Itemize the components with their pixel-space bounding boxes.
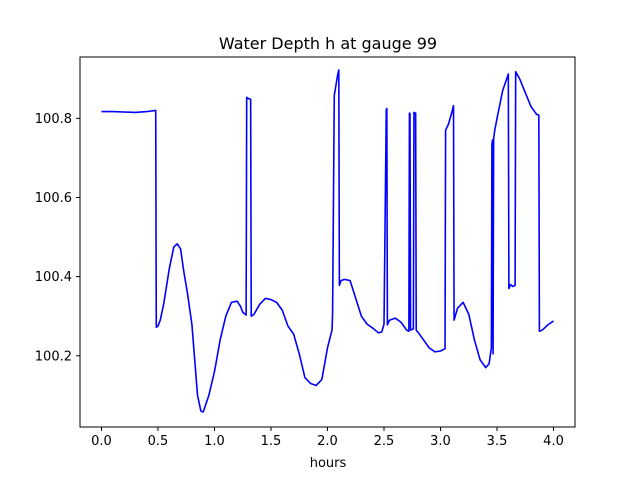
x-axis-label: hours: [310, 456, 347, 471]
x-tick-label: 1.5: [261, 434, 282, 449]
series-line-0: [101, 69, 554, 413]
y-tick-label: 100.4: [35, 270, 72, 285]
x-tick-label: 3.5: [487, 434, 508, 449]
x-axis: 0.0 0.5 1.0 1.5 2.0 2.5 3.0 3.5 4.0: [91, 427, 564, 449]
plot-area: [101, 69, 554, 413]
x-tick-label: 3.0: [430, 434, 451, 449]
y-tick-label: 100.8: [35, 112, 72, 127]
x-tick-label: 0.5: [148, 434, 169, 449]
y-tick-label: 100.2: [35, 349, 72, 364]
x-tick-label: 4.0: [543, 434, 564, 449]
y-tick-label: 100.6: [35, 191, 72, 206]
x-tick-label: 1.0: [204, 434, 225, 449]
plot-frame: [79, 56, 576, 428]
x-tick-label: 2.5: [374, 434, 395, 449]
x-tick-label: 2.0: [317, 434, 338, 449]
y-axis: 100.2 100.4 100.6 100.8: [35, 112, 80, 364]
chart-title: Water Depth h at gauge 99: [219, 34, 437, 53]
x-tick-label: 0.0: [91, 434, 112, 449]
